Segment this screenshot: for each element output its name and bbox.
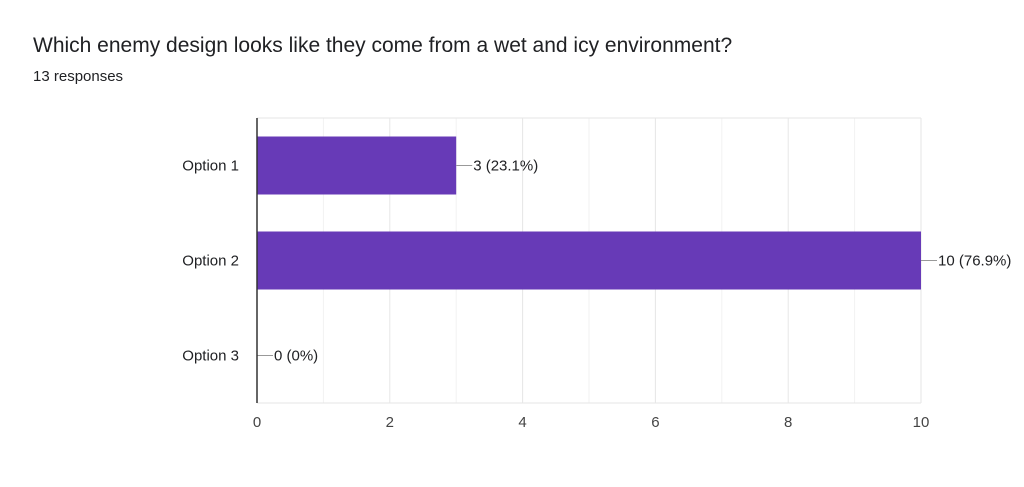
category-label: Option 2 [182,253,239,270]
x-tick-label: 4 [518,414,526,431]
category-label: Option 1 [182,158,239,175]
value-label: 3 (23.1%) [473,158,538,175]
x-tick-label: 10 [913,414,930,431]
x-tick-label: 8 [784,414,792,431]
bar-option-2 [257,231,921,290]
x-tick-label: 0 [253,414,261,431]
x-tick-label: 2 [386,414,394,431]
chart-title: Which enemy design looks like they come … [33,34,733,57]
x-tick-label: 6 [651,414,659,431]
category-label: Option 3 [182,348,239,365]
value-label: 0 (0%) [274,348,318,365]
response-count: 13 responses [33,68,124,85]
bar-option-1 [257,136,457,195]
value-label: 10 (76.9%) [938,253,1011,270]
